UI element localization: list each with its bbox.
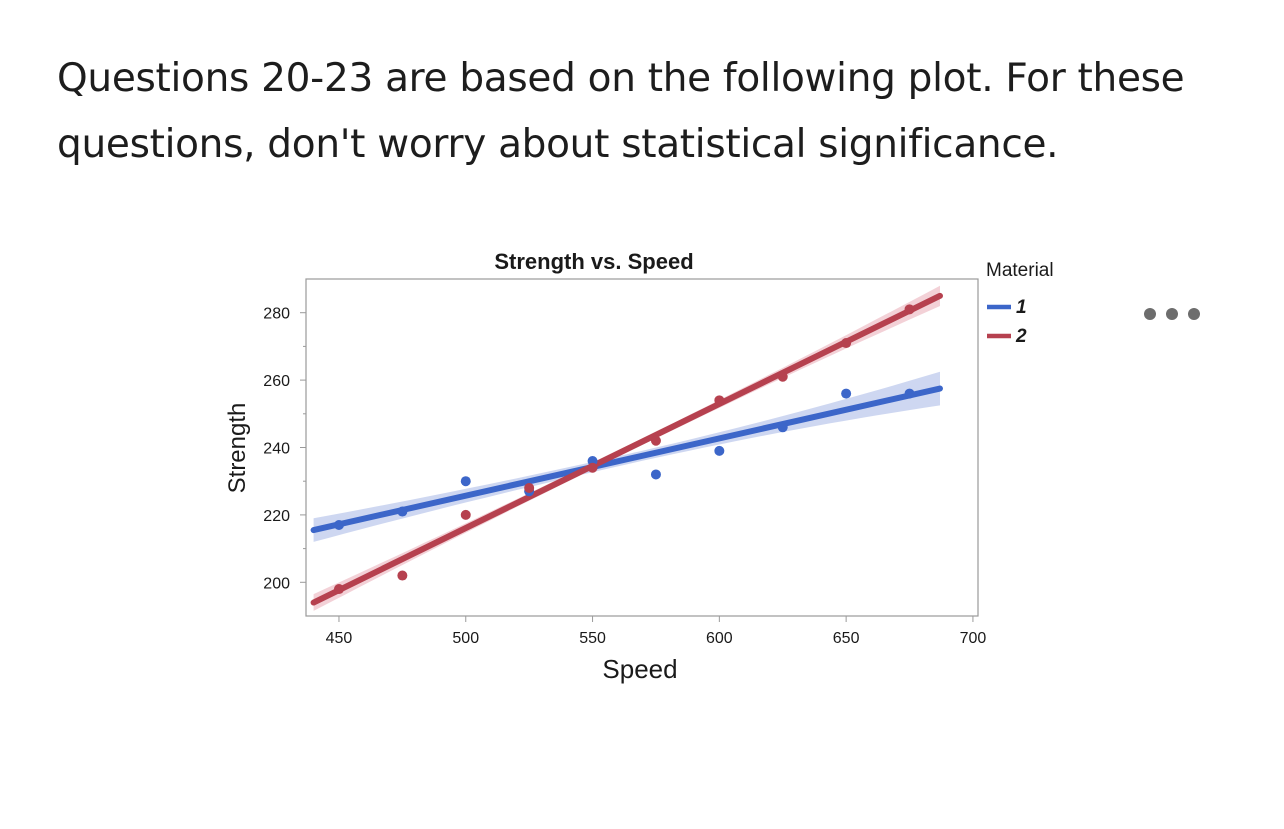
x-tick-label: 700: [960, 630, 987, 647]
y-tick-label: 240: [263, 441, 290, 458]
legend-label-2: 2: [1015, 326, 1027, 347]
data-point-2: [460, 509, 471, 520]
data-point-1: [650, 469, 661, 480]
data-point-2: [904, 304, 915, 315]
data-point-1: [777, 422, 788, 433]
chart-title: Strength vs. Speed: [494, 249, 693, 274]
data-points: [333, 304, 915, 595]
data-point-2: [333, 584, 344, 595]
legend-title: Material: [986, 260, 1054, 281]
legend: Material 1 2: [986, 260, 1054, 347]
fit-line-1: [310, 385, 943, 534]
data-point-1: [460, 476, 471, 487]
y-tick-label: 260: [263, 373, 290, 390]
data-point-2: [714, 395, 725, 406]
x-tick-label: 450: [326, 630, 353, 647]
more-horizontal-icon-dot: [1166, 308, 1178, 320]
more-options-button[interactable]: [1144, 304, 1200, 324]
fit-lines: [310, 292, 943, 606]
data-point-2: [841, 338, 852, 349]
data-point-2: [524, 482, 535, 493]
x-axis-ticks: 450 500 550 600 650 700: [326, 616, 987, 647]
data-point-1: [333, 520, 344, 531]
y-axis-ticks: 200 220 240 260 280: [263, 306, 306, 592]
y-tick-label: 220: [263, 508, 290, 525]
x-tick-label: 550: [579, 630, 606, 647]
data-point-1: [904, 388, 915, 399]
x-axis-label: Speed: [602, 654, 677, 684]
fit-line-2: [310, 292, 943, 606]
data-point-2: [650, 435, 661, 446]
data-point-1: [841, 388, 852, 399]
x-tick-label: 500: [452, 630, 479, 647]
data-point-2: [397, 570, 408, 581]
x-tick-label: 600: [706, 630, 733, 647]
y-tick-label: 200: [263, 575, 290, 592]
legend-label-1: 1: [1016, 297, 1027, 318]
question-text: Questions 20-23 are based on the followi…: [57, 56, 1185, 167]
more-horizontal-icon-dot: [1188, 308, 1200, 320]
data-point-2: [587, 462, 598, 473]
data-point-2: [777, 371, 788, 382]
data-point-1: [397, 506, 408, 517]
more-horizontal-icon: [1144, 308, 1156, 320]
y-tick-label: 280: [263, 306, 290, 323]
x-tick-label: 650: [833, 630, 860, 647]
data-point-1: [714, 445, 725, 456]
y-axis-label: Strength: [224, 403, 251, 494]
